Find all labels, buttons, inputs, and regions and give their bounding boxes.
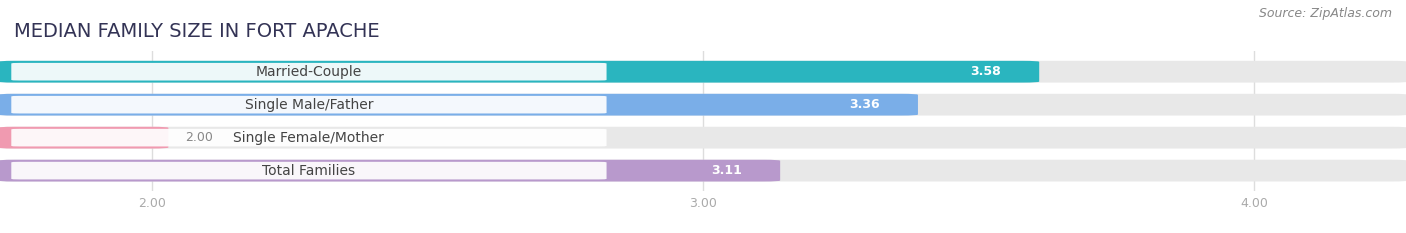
Text: 3.11: 3.11 [710,164,741,177]
Text: Total Families: Total Families [263,164,356,178]
FancyBboxPatch shape [11,96,606,113]
FancyBboxPatch shape [0,61,1039,82]
Text: Source: ZipAtlas.com: Source: ZipAtlas.com [1258,7,1392,20]
FancyBboxPatch shape [0,61,1406,82]
FancyBboxPatch shape [0,160,780,182]
Text: Single Male/Father: Single Male/Father [245,98,373,112]
FancyBboxPatch shape [11,162,606,179]
FancyBboxPatch shape [0,160,1406,182]
Text: 3.58: 3.58 [970,65,1001,78]
Text: Single Female/Mother: Single Female/Mother [233,131,384,145]
FancyBboxPatch shape [11,129,606,147]
FancyBboxPatch shape [0,94,918,116]
Text: 3.36: 3.36 [849,98,879,111]
Text: Married-Couple: Married-Couple [256,65,363,79]
FancyBboxPatch shape [0,94,1406,116]
Text: MEDIAN FAMILY SIZE IN FORT APACHE: MEDIAN FAMILY SIZE IN FORT APACHE [14,22,380,41]
FancyBboxPatch shape [0,127,1406,148]
FancyBboxPatch shape [11,63,606,81]
FancyBboxPatch shape [0,127,169,148]
Text: 2.00: 2.00 [186,131,212,144]
